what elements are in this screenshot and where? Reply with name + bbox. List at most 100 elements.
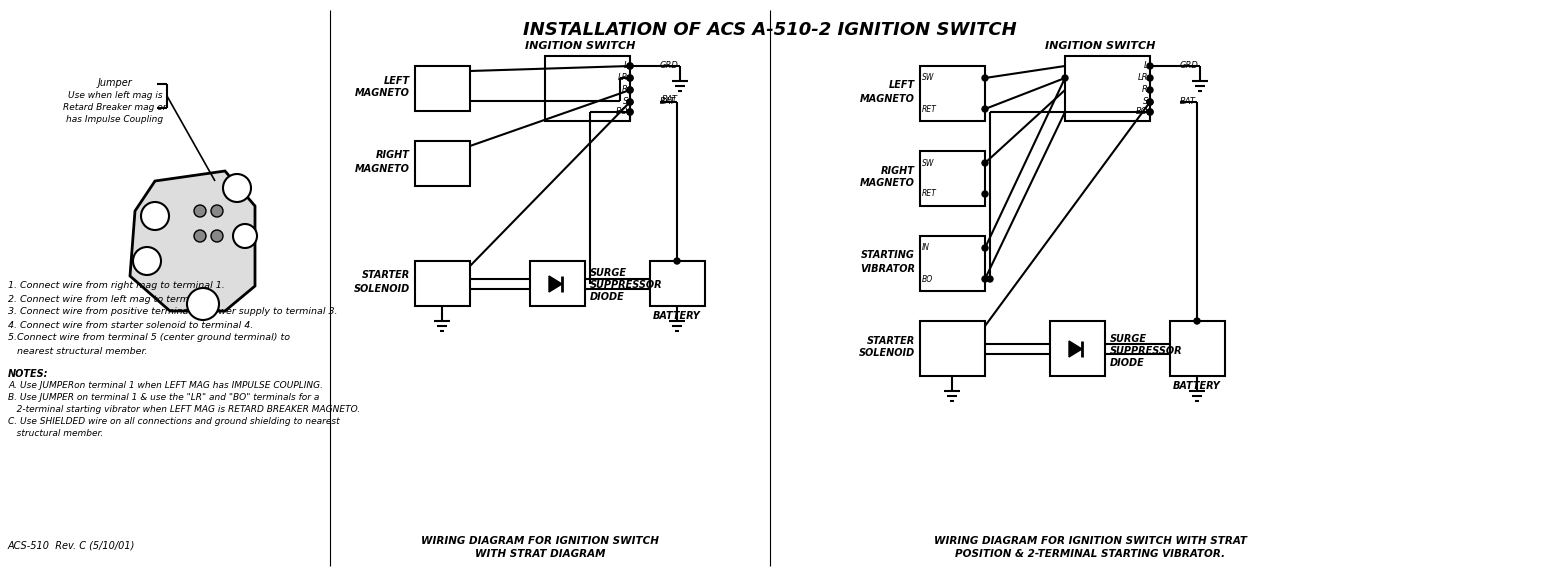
Circle shape xyxy=(627,63,634,69)
Circle shape xyxy=(211,205,224,217)
Circle shape xyxy=(981,106,988,112)
Circle shape xyxy=(627,109,634,115)
Circle shape xyxy=(627,87,634,93)
Circle shape xyxy=(1148,63,1152,69)
Text: GRD: GRD xyxy=(660,62,679,70)
Circle shape xyxy=(988,276,992,282)
Text: WIRING DIAGRAM FOR IGNITION SWITCH: WIRING DIAGRAM FOR IGNITION SWITCH xyxy=(421,536,658,546)
Text: 2. Connect wire from left mag to terminal 2.: 2. Connect wire from left mag to termina… xyxy=(8,294,217,304)
Text: POSITION & 2-TERMINAL STARTING VIBRATOR.: POSITION & 2-TERMINAL STARTING VIBRATOR. xyxy=(955,549,1225,559)
Circle shape xyxy=(1148,99,1152,105)
Text: Use when left mag is: Use when left mag is xyxy=(68,92,163,100)
Bar xyxy=(415,66,471,111)
Circle shape xyxy=(1148,75,1152,81)
Bar xyxy=(919,236,985,291)
Text: WIRING DIAGRAM FOR IGNITION SWITCH WITH STRAT: WIRING DIAGRAM FOR IGNITION SWITCH WITH … xyxy=(933,536,1247,546)
Bar xyxy=(919,321,985,376)
Bar xyxy=(415,141,471,186)
Text: WITH STRAT DIAGRAM: WITH STRAT DIAGRAM xyxy=(475,549,606,559)
Text: RIGHT: RIGHT xyxy=(376,150,410,161)
Text: INGITION SWITCH: INGITION SWITCH xyxy=(1045,41,1155,51)
Text: 1: 1 xyxy=(233,183,241,193)
Bar xyxy=(415,261,471,306)
Text: BO: BO xyxy=(1135,108,1148,116)
Text: L: L xyxy=(1143,62,1148,70)
Text: has Impulse Coupling: has Impulse Coupling xyxy=(67,116,163,124)
Circle shape xyxy=(224,174,252,202)
Text: SURGE: SURGE xyxy=(590,268,627,279)
Polygon shape xyxy=(1068,341,1082,357)
Bar xyxy=(1065,56,1151,121)
Text: 2-terminal starting vibrator when LEFT MAG is RETARD BREAKER MAGNETO.: 2-terminal starting vibrator when LEFT M… xyxy=(8,406,360,415)
Text: 5: 5 xyxy=(151,211,158,221)
Text: SW: SW xyxy=(922,158,935,168)
Bar xyxy=(545,56,631,121)
Text: ACS-510  Rev. C (5/10/01): ACS-510 Rev. C (5/10/01) xyxy=(8,541,135,551)
Text: Jumper: Jumper xyxy=(98,78,132,88)
Bar xyxy=(651,261,705,306)
Circle shape xyxy=(674,258,680,264)
Circle shape xyxy=(627,99,634,105)
Text: SURGE: SURGE xyxy=(1110,334,1148,343)
Text: BO: BO xyxy=(922,275,933,283)
Text: MAGNETO: MAGNETO xyxy=(860,179,915,188)
Circle shape xyxy=(627,87,634,93)
Circle shape xyxy=(1148,109,1152,115)
Text: nearest structural member.: nearest structural member. xyxy=(8,347,148,355)
Text: 1. Connect wire from right mag to terminal 1.: 1. Connect wire from right mag to termin… xyxy=(8,282,225,290)
Circle shape xyxy=(1148,109,1152,115)
Text: SW: SW xyxy=(922,74,935,82)
Text: RET: RET xyxy=(922,190,936,199)
Text: S: S xyxy=(623,97,627,107)
Text: BAT: BAT xyxy=(1180,97,1196,107)
Polygon shape xyxy=(130,171,255,311)
Text: SOLENOID: SOLENOID xyxy=(354,283,410,294)
Circle shape xyxy=(1062,75,1068,81)
Text: STARTER: STARTER xyxy=(867,335,915,346)
Circle shape xyxy=(1148,87,1152,93)
Text: STARTER: STARTER xyxy=(362,271,410,281)
Text: 4: 4 xyxy=(143,256,151,266)
Circle shape xyxy=(233,224,256,248)
Circle shape xyxy=(981,191,988,197)
Text: R: R xyxy=(623,85,627,94)
Circle shape xyxy=(211,230,224,242)
Circle shape xyxy=(981,160,988,166)
Circle shape xyxy=(627,75,634,81)
Bar xyxy=(1050,321,1106,376)
Text: 5.Connect wire from terminal 5 (center ground terminal) to: 5.Connect wire from terminal 5 (center g… xyxy=(8,334,290,343)
Text: LEFT: LEFT xyxy=(888,81,915,90)
Text: A. Use JUMPERon terminal 1 when LEFT MAG has IMPULSE COUPLING.: A. Use JUMPERon terminal 1 when LEFT MAG… xyxy=(8,381,323,391)
Circle shape xyxy=(981,245,988,251)
Text: STARTING: STARTING xyxy=(860,251,915,260)
Text: GRD: GRD xyxy=(1180,62,1199,70)
Circle shape xyxy=(627,75,634,81)
Circle shape xyxy=(981,276,988,282)
Text: S: S xyxy=(1143,97,1148,107)
Bar xyxy=(1169,321,1225,376)
Text: VIBRATOR: VIBRATOR xyxy=(860,263,915,274)
Text: L: L xyxy=(623,62,627,70)
Text: 4. Connect wire from starter solenoid to terminal 4.: 4. Connect wire from starter solenoid to… xyxy=(8,320,253,329)
Text: DIODE: DIODE xyxy=(1110,358,1145,367)
Circle shape xyxy=(194,230,207,242)
Text: LEFT: LEFT xyxy=(384,75,410,85)
Circle shape xyxy=(1148,99,1152,105)
Text: BAT: BAT xyxy=(660,97,676,107)
Circle shape xyxy=(194,205,207,217)
Text: INGITION SWITCH: INGITION SWITCH xyxy=(525,41,635,51)
Text: R: R xyxy=(1141,85,1148,94)
Circle shape xyxy=(627,99,634,105)
Text: BO: BO xyxy=(615,108,627,116)
Circle shape xyxy=(627,109,634,115)
Text: IN: IN xyxy=(922,244,930,252)
Text: MAGNETO: MAGNETO xyxy=(860,93,915,104)
Circle shape xyxy=(134,247,162,275)
Circle shape xyxy=(627,63,634,69)
Text: INSTALLATION OF ACS A-510-2 IGNITION SWITCH: INSTALLATION OF ACS A-510-2 IGNITION SWI… xyxy=(523,21,1017,39)
Text: DIODE: DIODE xyxy=(590,293,624,302)
Text: structural member.: structural member. xyxy=(8,430,102,438)
Bar xyxy=(530,261,585,306)
Text: LR: LR xyxy=(1137,74,1148,82)
Text: 3: 3 xyxy=(199,299,207,309)
